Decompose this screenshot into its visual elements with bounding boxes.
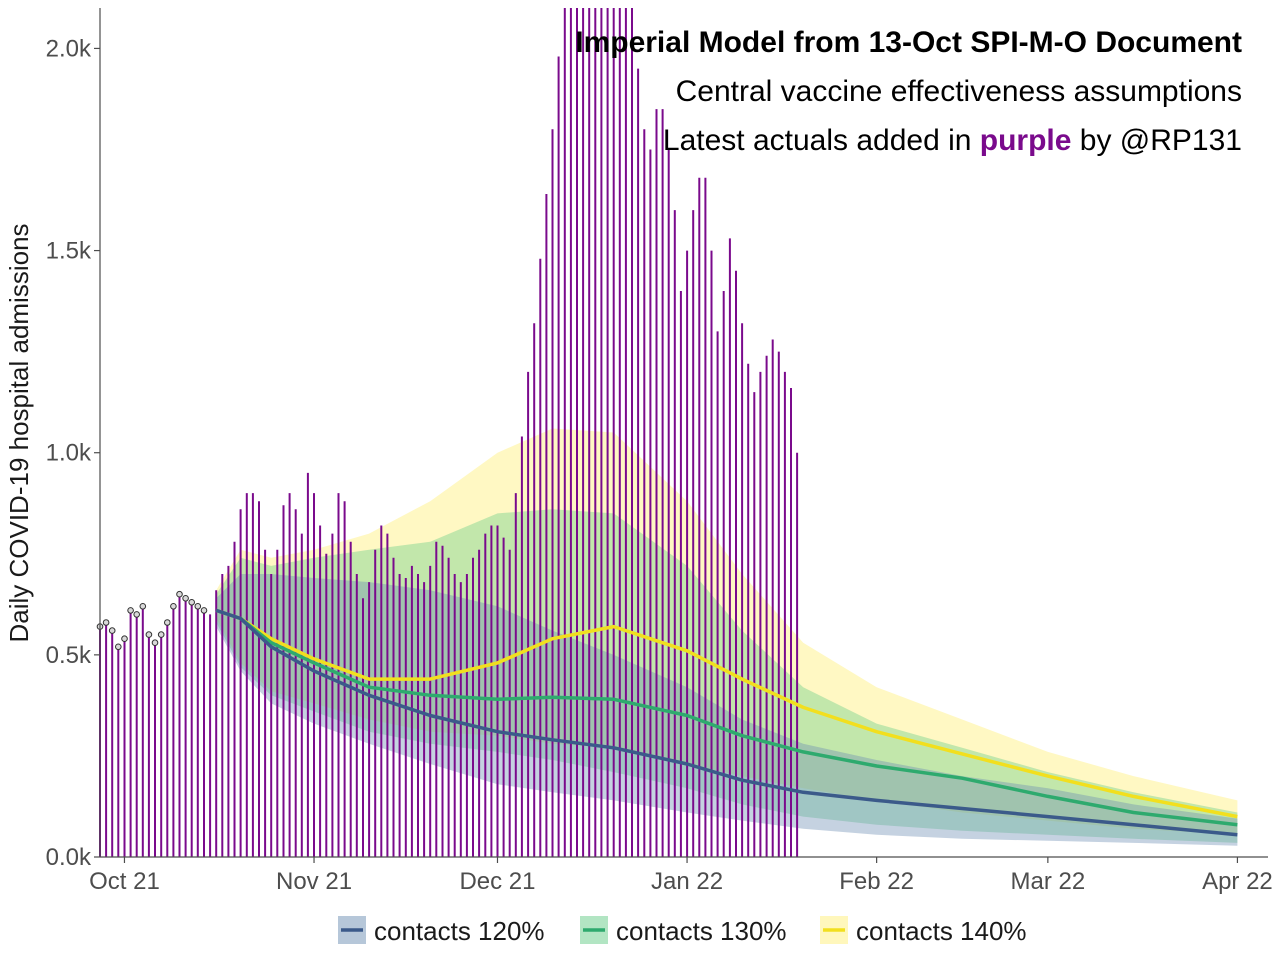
chart-title-block: Imperial Model from 13-Oct SPI-M-O Docum… — [575, 18, 1242, 165]
early-point — [170, 603, 177, 610]
early-point — [182, 595, 189, 602]
early-point — [139, 603, 147, 610]
x-tick-label: Dec 21 — [459, 868, 535, 895]
early-point — [145, 631, 153, 638]
y-tick-label: 1.0k — [46, 440, 92, 467]
early-point — [200, 607, 208, 614]
early-point — [176, 590, 183, 598]
chart-note-highlight: purple — [979, 124, 1072, 157]
y-tick-label: 1.5k — [46, 238, 92, 265]
chart-subtitle: Central vaccine effectiveness assumption… — [675, 75, 1242, 108]
x-axis-ticks: Oct 21 Nov 21 Dec 21 Jan 22 Feb 22 Mar 22 Apr … — [89, 857, 1273, 895]
x-tick-label: Feb 22 — [839, 868, 914, 895]
line-contacts-140 — [215, 608, 1238, 819]
legend-label: contacts 140% — [856, 916, 1027, 946]
legend: contacts 120% contacts 130% contacts 140% — [338, 916, 1027, 946]
x-tick-label: Oct 21 — [89, 868, 160, 895]
line-contacts-120 — [215, 608, 1238, 837]
x-tick-label: Jan 22 — [651, 868, 723, 895]
early-points — [96, 590, 208, 651]
axes — [99, 8, 1268, 858]
x-tick-label: Nov 21 — [276, 868, 352, 895]
legend-label: contacts 120% — [374, 916, 545, 946]
line-contacts-130 — [215, 608, 1238, 827]
early-point — [194, 603, 202, 610]
early-point — [188, 599, 195, 606]
model-lines — [215, 608, 1238, 837]
y-tick-label: 0.0k — [46, 844, 92, 871]
early-point — [102, 619, 110, 626]
y-tick-label: 2.0k — [46, 35, 92, 62]
band-contacts-120 — [216, 574, 1238, 846]
early-point — [157, 631, 165, 638]
chart-note-after: by @RP131 — [1071, 124, 1242, 157]
early-point — [108, 627, 116, 634]
early-point — [127, 607, 134, 614]
chart-note: Latest actuals added in purple by @RP131 — [575, 116, 1242, 165]
y-axis-title: Daily COVID-19 hospital admissions — [4, 223, 34, 642]
early-point — [164, 619, 171, 626]
early-point — [121, 635, 128, 643]
early-point — [115, 643, 122, 651]
y-axis-ticks: 0.0k 0.5k 1.0k 1.5k 2.0k — [46, 35, 100, 871]
chart-title: Imperial Model from 13-Oct SPI-M-O Docum… — [575, 26, 1242, 59]
early-point — [133, 611, 140, 618]
y-tick-label: 0.5k — [46, 642, 92, 669]
band-contacts-140 — [216, 428, 1238, 835]
x-tick-label: Apr 22 — [1202, 868, 1273, 895]
early-point — [151, 639, 159, 647]
x-tick-label: Mar 22 — [1011, 868, 1086, 895]
legend-label: contacts 130% — [616, 916, 787, 946]
chart-note-before: Latest actuals added in — [662, 124, 980, 157]
actuals-bars — [99, 8, 799, 857]
